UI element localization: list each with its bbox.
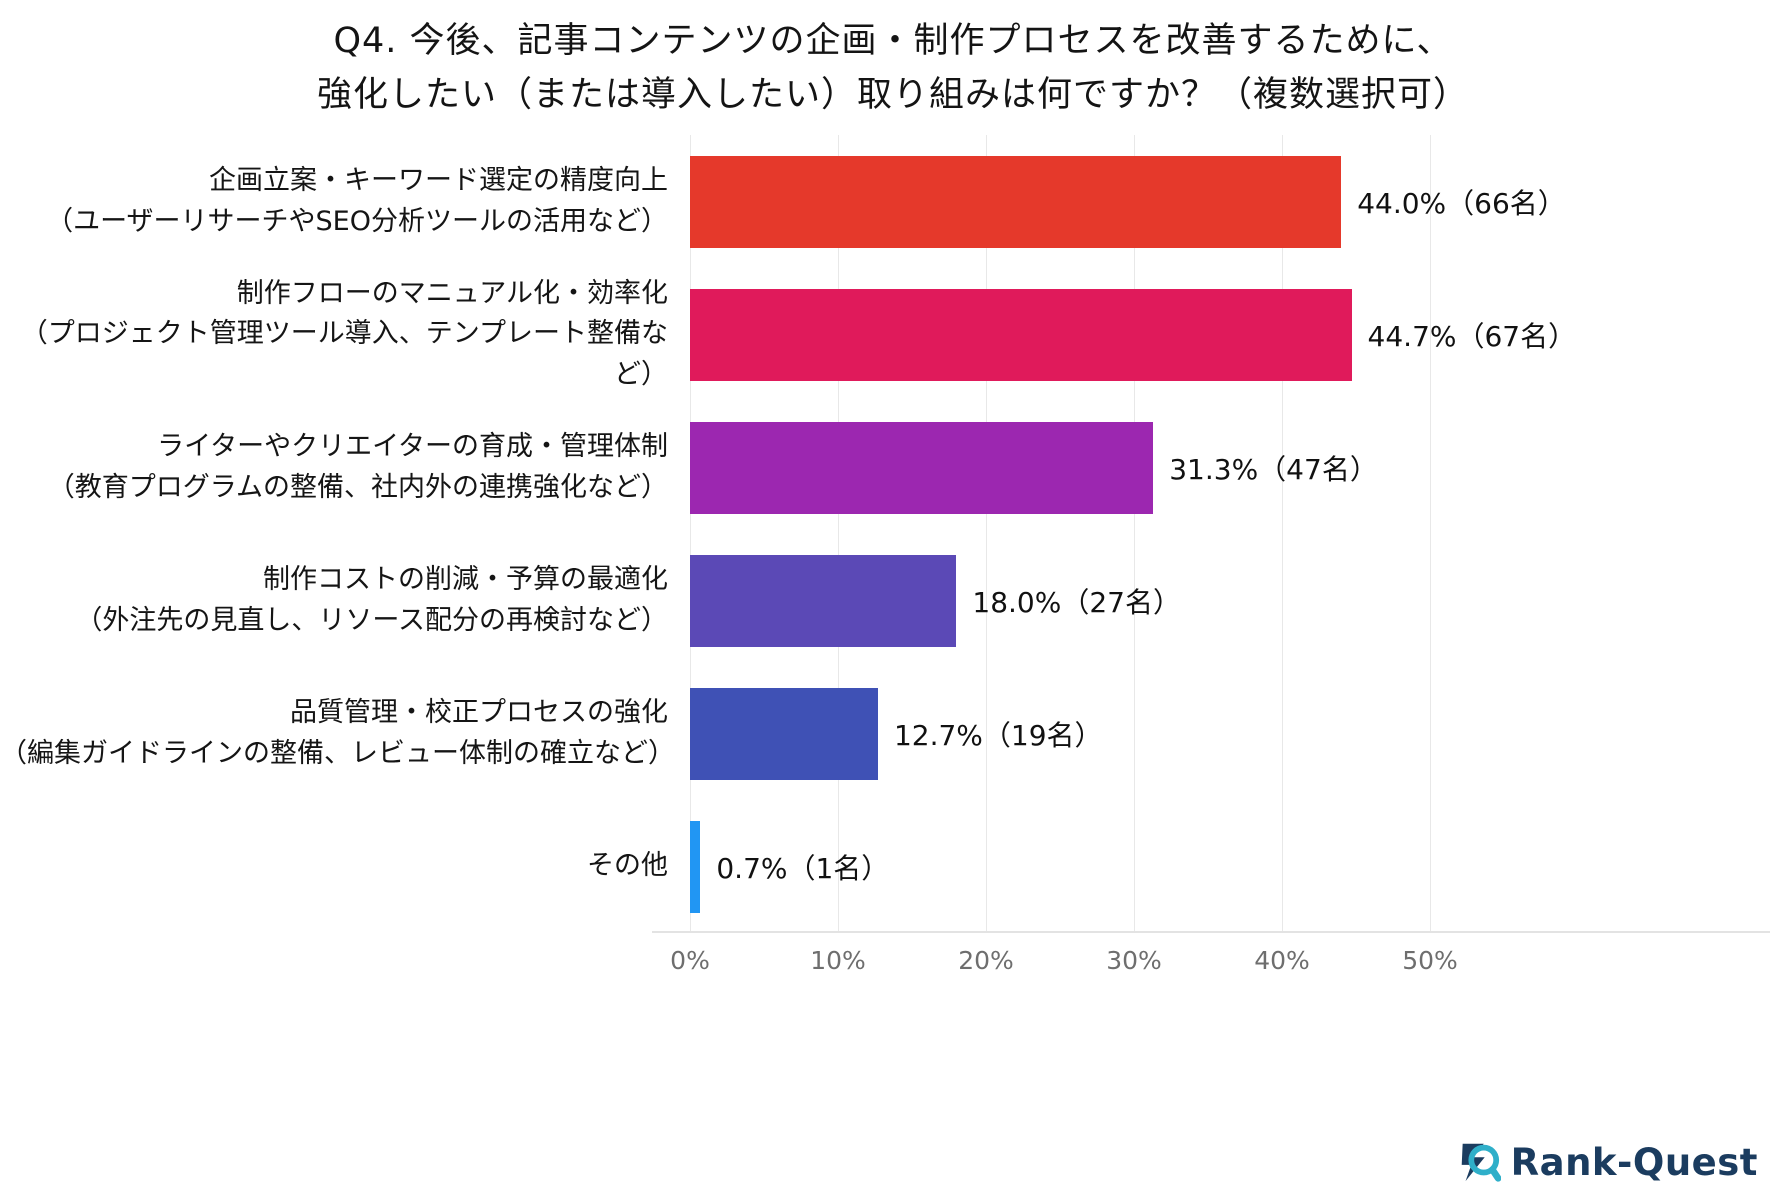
row-plot: 12.7%（19名）	[690, 667, 1430, 800]
chart-title-line1: Q4. 今後、記事コンテンツの企画・制作プロセスを改善するために、	[333, 21, 1453, 61]
value-label: 18.0%（27名）	[972, 585, 1181, 619]
chart-rows: 企画立案・キーワード選定の精度向上 （ユーザーリサーチやSEO分析ツールの活用など…	[0, 135, 1786, 933]
value-label: 31.3%（47名）	[1169, 452, 1378, 486]
chart-title-line2: 強化したい（または導入したい）取り組みは何ですか？（複数選択可）	[316, 75, 1469, 116]
x-tick-label: 40%	[1254, 946, 1310, 975]
value-label: 12.7%（19名）	[893, 718, 1103, 752]
chart-title: Q4. 今後、記事コンテンツの企画・制作プロセスを改善するために、 強化したい（…	[0, 14, 1786, 123]
rank-quest-logo: Rank-Quest	[1455, 1139, 1758, 1185]
row-plot: 44.7%（67名）	[690, 268, 1576, 401]
chart-row: その他 0.7%（1名）	[0, 800, 1786, 933]
category-label-line: （ユーザーリサーチやSEO分析ツールの活用など）	[46, 205, 668, 237]
category-label: 企画立案・キーワード選定の精度向上 （ユーザーリサーチやSEO分析ツールの活用など…	[0, 135, 690, 268]
row-plot: 31.3%（47名）	[690, 401, 1430, 534]
category-label: ライターやクリエイターの育成・管理体制 （教育プログラムの整備、社内外の連携強化な…	[0, 401, 690, 534]
x-axis-tick-labels: 0% 10% 20% 30% 40% 50%	[670, 946, 1458, 986]
rank-quest-logo-text: Rank-Quest	[1510, 1140, 1758, 1184]
gridline	[838, 135, 839, 933]
bar	[690, 554, 957, 647]
category-label: その他	[0, 800, 690, 933]
category-label: 品質管理・校正プロセスの強化 （編集ガイドラインの整備、レビュー体制の確立など）	[0, 667, 690, 800]
category-label: 制作コストの削減・予算の最適化 （外注先の見直し、リソース配分の再検討など）	[0, 534, 690, 667]
x-tick-label: 50%	[1402, 946, 1458, 975]
row-plot: 18.0%（27名）	[690, 534, 1430, 667]
chart-row: 制作コストの削減・予算の最適化 （外注先の見直し、リソース配分の再検討など） 18…	[0, 534, 1786, 667]
chart-row: 企画立案・キーワード選定の精度向上 （ユーザーリサーチやSEO分析ツールの活用など…	[0, 135, 1786, 268]
category-label-line: 企画立案・キーワード選定の精度向上	[209, 165, 668, 196]
gridline	[1282, 135, 1283, 933]
gridline	[690, 135, 691, 933]
bar	[690, 421, 1154, 514]
category-label-line: 制作フローのマニュアル化・効率化	[236, 277, 668, 309]
x-tick-label: 20%	[958, 946, 1014, 975]
value-label: 44.7%（67名）	[1367, 319, 1577, 353]
category-label-line: ライターやクリエイターの育成・管理体制	[157, 431, 668, 462]
x-tick-label: 10%	[810, 946, 866, 975]
gridline	[986, 135, 987, 933]
category-label-line: （教育プログラムの整備、社内外の連携強化など）	[47, 471, 668, 503]
chart-row: 品質管理・校正プロセスの強化 （編集ガイドラインの整備、レビュー体制の確立など） …	[0, 667, 1786, 800]
gridlines	[690, 135, 1431, 933]
category-label-line: （プロジェクト管理ツール導入、テンプレート整備など）	[20, 318, 668, 390]
rank-quest-logo-icon	[1461, 1143, 1501, 1182]
x-axis-line	[652, 931, 1770, 933]
gridline	[1134, 135, 1135, 933]
row-plot: 0.7%（1名）	[690, 800, 1430, 933]
bar	[690, 288, 1352, 381]
x-tick-label: 0%	[670, 946, 710, 975]
bar	[690, 820, 701, 913]
value-label: 44.0%（66名）	[1357, 186, 1566, 220]
gridline	[1430, 135, 1431, 933]
category-label: 制作フローのマニュアル化・効率化 （プロジェクト管理ツール導入、テンプレート整備な…	[0, 268, 690, 401]
category-label-line: （編集ガイドラインの整備、レビュー体制の確立など）	[0, 737, 675, 769]
value-label: 0.7%（1名）	[716, 851, 890, 885]
bar	[690, 155, 1342, 248]
category-label-line: その他	[587, 850, 668, 882]
category-label-line: （外注先の見直し、リソース配分の再検討など）	[75, 604, 668, 636]
chart-row: 制作フローのマニュアル化・効率化 （プロジェクト管理ツール導入、テンプレート整備な…	[0, 268, 1786, 401]
row-plot: 44.0%（66名）	[690, 135, 1566, 268]
category-label-line: 品質管理・校正プロセスの強化	[290, 697, 668, 728]
chart-row: ライターやクリエイターの育成・管理体制 （教育プログラムの整備、社内外の連携強化な…	[0, 401, 1786, 534]
category-label-line: 制作コストの削減・予算の最適化	[263, 564, 668, 595]
x-tick-label: 30%	[1106, 946, 1162, 975]
bar	[690, 687, 878, 780]
